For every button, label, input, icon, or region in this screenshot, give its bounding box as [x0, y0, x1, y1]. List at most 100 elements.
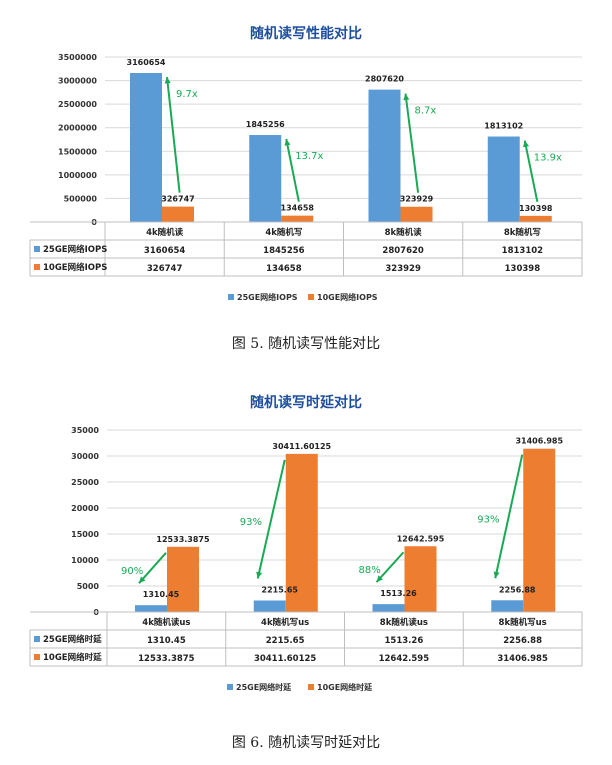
legend-label: 25GE网络IOPS: [237, 292, 298, 302]
table-cell: 12533.3875: [138, 654, 195, 664]
data-label: 1813102: [484, 122, 523, 131]
ratio-annotation: 90%: [121, 566, 143, 577]
x-category-label: 4k随机写us: [261, 617, 309, 628]
ratio-arrowhead: [376, 575, 383, 583]
ratio-annotation: 9.7x: [176, 89, 198, 100]
legend-label: 10GE网络IOPS: [317, 292, 378, 302]
figure-caption-5: 图 5. 随机读写性能对比: [231, 336, 381, 352]
y-tick-label: 2000000: [58, 124, 97, 133]
data-label: 2807620: [365, 75, 404, 84]
ratio-arrow: [166, 76, 181, 193]
ratio-arrow: [285, 138, 300, 202]
table-legend-swatch: [34, 636, 40, 642]
bar-series2-3: [523, 448, 556, 612]
bar-series1-3: [491, 600, 524, 612]
y-tick-label: 3500000: [58, 53, 97, 62]
data-label: 12533.3875: [156, 535, 210, 544]
y-tick-label: 30000: [71, 452, 99, 461]
legend-swatch: [227, 684, 233, 690]
data-label: 31406.985: [515, 437, 563, 446]
table-series-label: 25GE网络时延: [43, 634, 102, 645]
table-legend-swatch: [34, 246, 40, 252]
ratio-annotation: 93%: [240, 517, 262, 528]
table-cell: 1513.26: [385, 636, 424, 646]
bar-series2-0: [162, 206, 194, 222]
table-cell: 30411.60125: [254, 654, 316, 664]
bar-series2-1: [281, 215, 314, 222]
table-cell: 3160654: [144, 246, 185, 256]
y-tick-label: 10000: [71, 556, 99, 565]
ratio-annotation: 13.7x: [295, 151, 323, 162]
ratio-arrow: [523, 140, 539, 203]
bar-series1-1: [249, 135, 282, 222]
bar-series1-0: [135, 605, 167, 612]
bar-series1-3: [487, 136, 520, 222]
y-tick-label: 5000: [77, 582, 100, 591]
data-label: 3160654: [127, 58, 166, 67]
ratio-arrowhead: [284, 139, 291, 146]
legend-label: 10GE网络时延: [317, 682, 373, 692]
latency-chart: 随机读写时延对比05000100001500020000250003000035…: [29, 394, 583, 692]
legend-swatch: [308, 294, 314, 300]
table-cell: 12642.595: [379, 654, 430, 664]
ratio-annotation: 88%: [359, 565, 381, 576]
ratio-arrowhead: [256, 571, 263, 579]
bar-series1-0: [130, 72, 162, 222]
data-label: 1513.26: [380, 589, 417, 598]
legend-swatch: [228, 294, 234, 300]
y-tick-label: 2500000: [58, 100, 97, 109]
bar-series2-1: [285, 453, 318, 612]
data-label: 30411.60125: [272, 442, 331, 451]
data-label: 1845256: [246, 120, 285, 129]
table-cell: 2256.88: [503, 636, 542, 646]
table-cell: 2807620: [382, 246, 423, 256]
x-category-label: 8k随机读: [385, 227, 423, 238]
x-category-label: 8k随机写us: [499, 617, 547, 628]
ratio-annotation: 8.7x: [415, 106, 437, 117]
table-cell: 323929: [385, 264, 421, 274]
table-cell: 31406.985: [497, 654, 548, 664]
chart-title: 随机读写性能对比: [250, 25, 362, 42]
data-label: 134658: [281, 204, 315, 213]
y-tick-label: 1000000: [58, 171, 97, 180]
table-cell: 1310.45: [147, 636, 186, 646]
iops-chart: 随机读写性能对比05000001000000150000020000002500…: [29, 25, 583, 302]
data-label: 2256.88: [499, 585, 536, 594]
ratio-arrow: [256, 459, 286, 579]
y-tick-label: 1500000: [58, 147, 97, 156]
ratio-arrowhead: [403, 93, 410, 101]
chart-title: 随机读写时延对比: [250, 394, 362, 411]
bar-series1-2: [368, 89, 401, 222]
figure-caption-6: 图 6. 随机读写时延对比: [231, 735, 381, 751]
legend-label: 25GE网络时延: [236, 682, 292, 692]
x-category-label: 4k随机写: [265, 227, 303, 238]
table-series-label: 10GE网络时延: [43, 652, 102, 663]
table-series-label: 25GE网络IOPS: [43, 244, 107, 255]
table-legend-swatch: [34, 654, 40, 660]
data-label: 12642.595: [397, 534, 445, 543]
data-label: 2215.65: [262, 585, 299, 594]
y-tick-label: 500000: [64, 194, 98, 203]
table-cell: 1813102: [502, 246, 543, 256]
ratio-arrowhead: [139, 576, 146, 584]
table-cell: 2215.65: [266, 636, 305, 646]
table-cell: 1845256: [263, 246, 304, 256]
ratio-arrowhead: [164, 76, 171, 84]
legend-swatch: [308, 684, 314, 690]
ratio-arrowhead: [493, 571, 500, 579]
data-label: 323929: [400, 195, 434, 204]
y-tick-label: 15000: [71, 530, 99, 539]
x-category-label: 4k随机读us: [142, 617, 190, 628]
ratio-arrow: [138, 552, 167, 584]
data-label: 1310.45: [143, 590, 180, 599]
table-series-label: 10GE网络IOPS: [43, 262, 107, 273]
y-tick-label: 25000: [71, 478, 99, 487]
ratio-arrow: [404, 93, 420, 193]
data-label: 326747: [161, 195, 194, 204]
y-tick-label: 35000: [71, 426, 99, 435]
bar-series2-0: [167, 546, 199, 612]
y-tick-label: 3000000: [58, 77, 97, 86]
bar-series2-2: [400, 206, 433, 222]
ratio-annotation: 13.9x: [534, 153, 562, 164]
x-category-label: 8k随机写: [504, 227, 542, 238]
